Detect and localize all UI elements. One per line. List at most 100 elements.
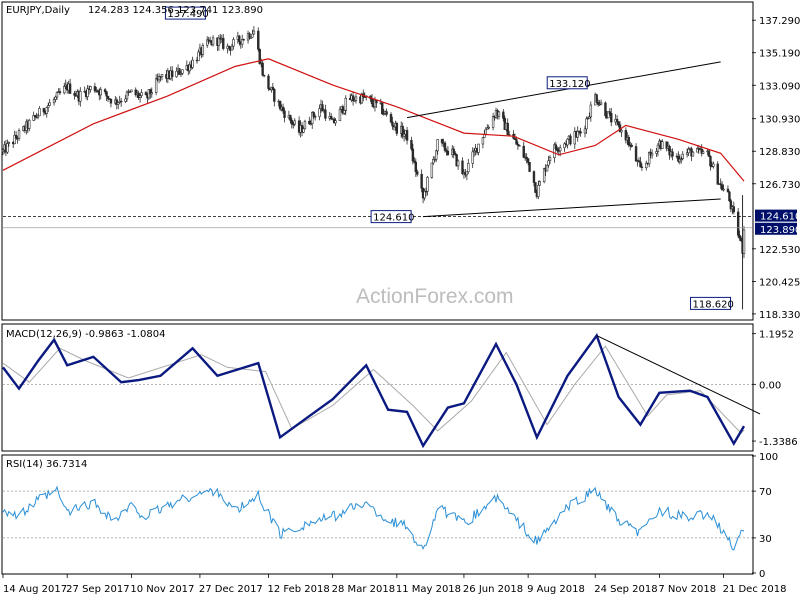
candle-body — [617, 121, 620, 125]
candle — [615, 115, 619, 126]
candle-body — [640, 166, 644, 169]
candle — [506, 118, 509, 136]
candle-body — [391, 121, 394, 127]
price-axis-tick-label: 135.190 — [759, 49, 800, 60]
candle — [79, 87, 82, 107]
candle — [36, 113, 40, 120]
candle-body — [52, 99, 56, 104]
candle — [267, 73, 270, 91]
candle — [443, 141, 447, 153]
candle — [171, 66, 174, 81]
candle-body — [17, 130, 21, 139]
candle-body — [484, 128, 488, 135]
candle — [312, 111, 315, 119]
candle-body — [720, 184, 724, 191]
candle — [222, 33, 225, 51]
candle-body — [106, 95, 110, 99]
x-axis-tick-label: 14 Aug 2017 — [3, 584, 67, 595]
candle-body — [491, 116, 495, 128]
candle — [471, 147, 474, 169]
candle — [588, 112, 591, 119]
candle — [589, 101, 593, 122]
candle — [47, 102, 50, 113]
price-axis-tick-label: 130.930 — [759, 115, 800, 126]
candle — [58, 88, 62, 96]
candle-body — [518, 145, 521, 147]
candle — [455, 154, 458, 167]
price-pill-bg — [755, 222, 797, 235]
candle-body — [206, 39, 209, 46]
candle — [563, 142, 566, 152]
candle — [1, 148, 5, 156]
candle-body — [665, 141, 668, 149]
candle — [258, 48, 261, 65]
candle — [230, 43, 234, 51]
candle-body — [105, 91, 108, 97]
price-axis-tick-label: 137.290 — [759, 16, 800, 27]
candle — [534, 182, 537, 193]
candle-body — [273, 89, 276, 102]
price-panel-frame — [1, 1, 754, 321]
candle — [477, 143, 480, 156]
candle-body — [556, 148, 559, 151]
candle-body — [620, 130, 623, 133]
candle — [140, 89, 143, 98]
macd-label: MACD(12,26,9) -0.9863 -1.0804 — [6, 329, 166, 340]
candle — [226, 43, 229, 54]
candle — [573, 127, 576, 149]
candle — [238, 34, 241, 46]
candle-body — [382, 113, 385, 115]
candle-body — [599, 102, 603, 105]
candle — [128, 90, 132, 93]
candle-body — [341, 106, 345, 114]
candle-body — [465, 171, 469, 176]
candle — [308, 116, 311, 125]
candle — [685, 148, 689, 158]
candle-body — [432, 159, 435, 164]
candle-body — [532, 171, 536, 183]
price-pill: 124.610 — [755, 209, 800, 223]
candle-body — [647, 151, 651, 165]
candle-body — [742, 229, 746, 254]
candle — [130, 89, 133, 93]
candle — [712, 161, 715, 169]
candle-body — [726, 188, 730, 193]
candle-body — [86, 88, 89, 97]
candle-body — [138, 95, 142, 98]
price-axis-tick-label: 126.730 — [759, 180, 800, 191]
candle — [175, 67, 178, 78]
x-axis-tick-label: 10 Nov 2017 — [130, 584, 194, 595]
candle-body — [486, 127, 489, 130]
candle — [461, 157, 464, 176]
candle — [242, 38, 245, 41]
candle — [586, 116, 590, 120]
candle-body — [191, 59, 194, 68]
candle-body — [217, 37, 221, 46]
candle-body — [312, 112, 315, 117]
candle-body — [596, 101, 600, 105]
candle — [405, 126, 409, 145]
candle-body — [456, 160, 460, 167]
candle-body — [402, 133, 406, 137]
price-axis-tick-label: 122.530 — [759, 245, 800, 256]
candle — [281, 103, 285, 114]
candle — [321, 100, 324, 112]
candle — [502, 109, 505, 122]
candle — [385, 108, 388, 117]
annotation-box — [164, 6, 206, 20]
candle — [6, 139, 9, 154]
candle-body — [497, 111, 501, 117]
candle-body — [526, 158, 530, 163]
candle — [472, 147, 476, 157]
candle-body — [149, 89, 152, 95]
candle-body — [68, 83, 72, 94]
candle — [55, 91, 59, 100]
axis-layer: 137.290 135.190 133.090 130.930 128.830 126.7… — [2, 16, 800, 595]
candle — [435, 149, 438, 163]
price-axis-tick-label: 120.425 — [759, 277, 800, 288]
candle — [134, 87, 137, 97]
candle-body — [471, 151, 474, 164]
candle — [647, 151, 651, 168]
candle — [677, 151, 680, 164]
candle-body — [171, 70, 174, 78]
